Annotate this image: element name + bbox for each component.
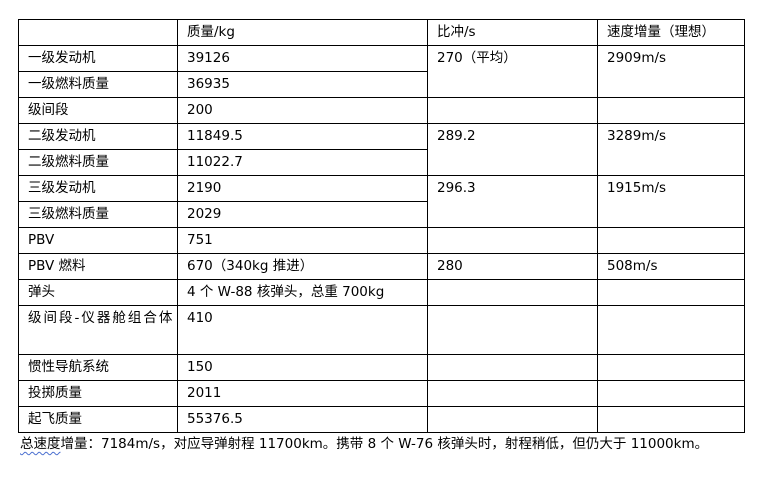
dv-value: 3289m/s (597, 123, 745, 176)
mass-value: 39126 (177, 45, 428, 72)
component-name: 级间段-仪器舱组合体 (18, 305, 178, 355)
component-name: PBV 燃料 (18, 253, 178, 280)
empty-cell (427, 279, 598, 306)
component-name: 起飞质量 (18, 406, 178, 433)
empty-cell (597, 305, 745, 355)
table-row: 三级燃料质量 2029 (18, 201, 745, 228)
header-cell (18, 19, 178, 46)
component-name: 一级发动机 (18, 45, 178, 72)
table-row: 一级发动机 39126 270（平均） 2909m/s (18, 45, 745, 98)
empty-cell (427, 227, 598, 254)
header-cell: 比冲/s (427, 19, 598, 46)
empty-cell (597, 279, 745, 306)
empty-cell (597, 406, 745, 433)
table-row: 二级发动机 11849.5 289.2 3289m/s (18, 123, 745, 176)
empty-cell (597, 97, 745, 124)
dv-value: 508m/s (597, 253, 745, 280)
mass-value: 2011 (177, 380, 428, 407)
isp-value: 280 (427, 253, 598, 280)
mass-value: 11022.7 (177, 149, 428, 176)
component-name: 弹头 (18, 279, 178, 306)
summary-note: 总速度增量：7184m/s，对应导弹射程 11700km。携带 8 个 W-76… (20, 431, 740, 457)
mass-value: 200 (177, 97, 428, 124)
isp-value: 289.2 (427, 123, 598, 176)
table-row: 三级发动机 2190 296.3 1915m/s (18, 175, 745, 228)
header-cell: 速度增量（理想） (597, 19, 745, 46)
mass-value: 410 (177, 305, 428, 355)
component-name: 三级发动机 (18, 175, 178, 202)
component-name: 惯性导航系统 (18, 354, 178, 381)
component-name: 级间段 (18, 97, 178, 124)
empty-cell (427, 305, 598, 355)
dv-value: 1915m/s (597, 175, 745, 228)
table-row: 惯性导航系统 150 (18, 354, 745, 381)
table-row: PBV 751 (18, 227, 745, 254)
table-row: 级间段 200 (18, 97, 745, 124)
table-row: 级间段-仪器舱组合体 410 (18, 305, 745, 355)
mass-value: 55376.5 (177, 406, 428, 433)
isp-value: 270（平均） (427, 45, 598, 98)
mass-value: 36935 (177, 71, 428, 98)
mass-value: 4 个 W-88 核弹头，总重 700kg (177, 279, 428, 306)
component-name: PBV (18, 227, 178, 254)
mass-value: 2029 (177, 201, 428, 228)
component-name: 二级发动机 (18, 123, 178, 150)
table-row: 投掷质量 2011 (18, 380, 745, 407)
component-name: 投掷质量 (18, 380, 178, 407)
table-row: 起飞质量 55376.5 (18, 406, 745, 433)
empty-cell (597, 380, 745, 407)
summary-text: 增量：7184m/s，对应导弹射程 11700km。携带 8 个 W-76 核弹… (60, 436, 709, 452)
header-cell: 质量/kg (177, 19, 428, 46)
component-name: 三级燃料质量 (18, 201, 178, 228)
table-row: 二级燃料质量 11022.7 (18, 149, 745, 176)
spellcheck-underlined-text: 总速度 (20, 436, 61, 452)
isp-value: 296.3 (427, 175, 598, 228)
dv-value: 2909m/s (597, 45, 745, 98)
table-row: 一级燃料质量 36935 (18, 71, 745, 98)
mass-value: 670（340kg 推进） (177, 253, 428, 280)
rocket-mass-table: 质量/kg 比冲/s 速度增量（理想） 一级发动机 39126 270（平均） … (18, 19, 745, 433)
empty-cell (597, 354, 745, 381)
component-name: 一级燃料质量 (18, 71, 178, 98)
component-name: 二级燃料质量 (18, 149, 178, 176)
empty-cell (427, 406, 598, 433)
header-row: 质量/kg 比冲/s 速度增量（理想） (18, 19, 745, 46)
table-row: 弹头 4 个 W-88 核弹头，总重 700kg (18, 279, 745, 306)
empty-cell (427, 380, 598, 407)
empty-cell (427, 97, 598, 124)
mass-value: 11849.5 (177, 123, 428, 150)
table-row: PBV 燃料 670（340kg 推进） 280 508m/s (18, 253, 745, 280)
mass-value: 150 (177, 354, 428, 381)
mass-value: 2190 (177, 175, 428, 202)
empty-cell (427, 354, 598, 381)
mass-value: 751 (177, 227, 428, 254)
empty-cell (597, 227, 745, 254)
